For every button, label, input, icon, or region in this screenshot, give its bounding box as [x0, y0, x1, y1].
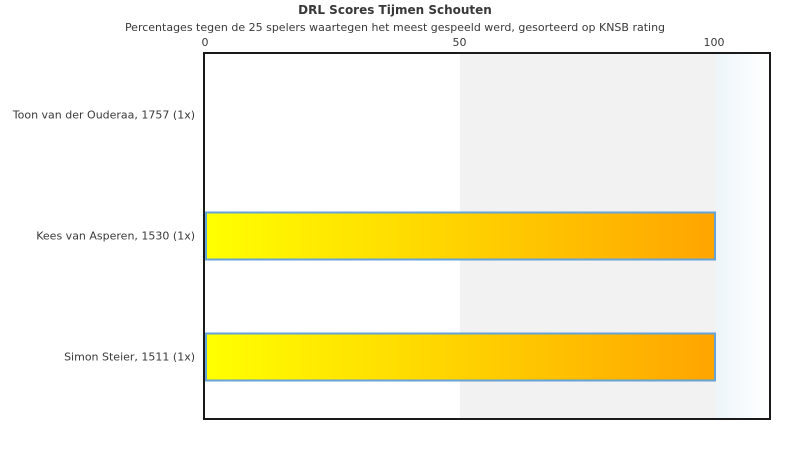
bar-row: Toon van der Ouderaa, 1757 (1x) — [13, 54, 769, 175]
bar-row: Simon Steier, 1511 (1x) — [64, 297, 769, 418]
bar — [205, 211, 716, 261]
right-gradient-region — [715, 54, 769, 418]
category-label: Simon Steier, 1511 (1x) — [64, 350, 195, 364]
chart-title: DRL Scores Tijmen Schouten — [298, 3, 492, 17]
x-axis: 0 50 100 — [201, 36, 767, 50]
bar-row: Kees van Asperen, 1530 (1x) — [36, 175, 769, 296]
chart-subtitle: Percentages tegen de 25 spelers waartege… — [124, 21, 666, 34]
x-tick-100: 100 — [703, 36, 725, 49]
category-label: Toon van der Ouderaa, 1757 (1x) — [12, 108, 195, 122]
x-tick-50: 50 — [452, 36, 467, 49]
x-tick-0: 0 — [201, 36, 209, 49]
plot-area: Toon van der Ouderaa, 1757 (1x) Kees van… — [13, 52, 771, 420]
category-label: Kees van Asperen, 1530 (1x) — [36, 229, 195, 243]
bar — [205, 332, 716, 382]
